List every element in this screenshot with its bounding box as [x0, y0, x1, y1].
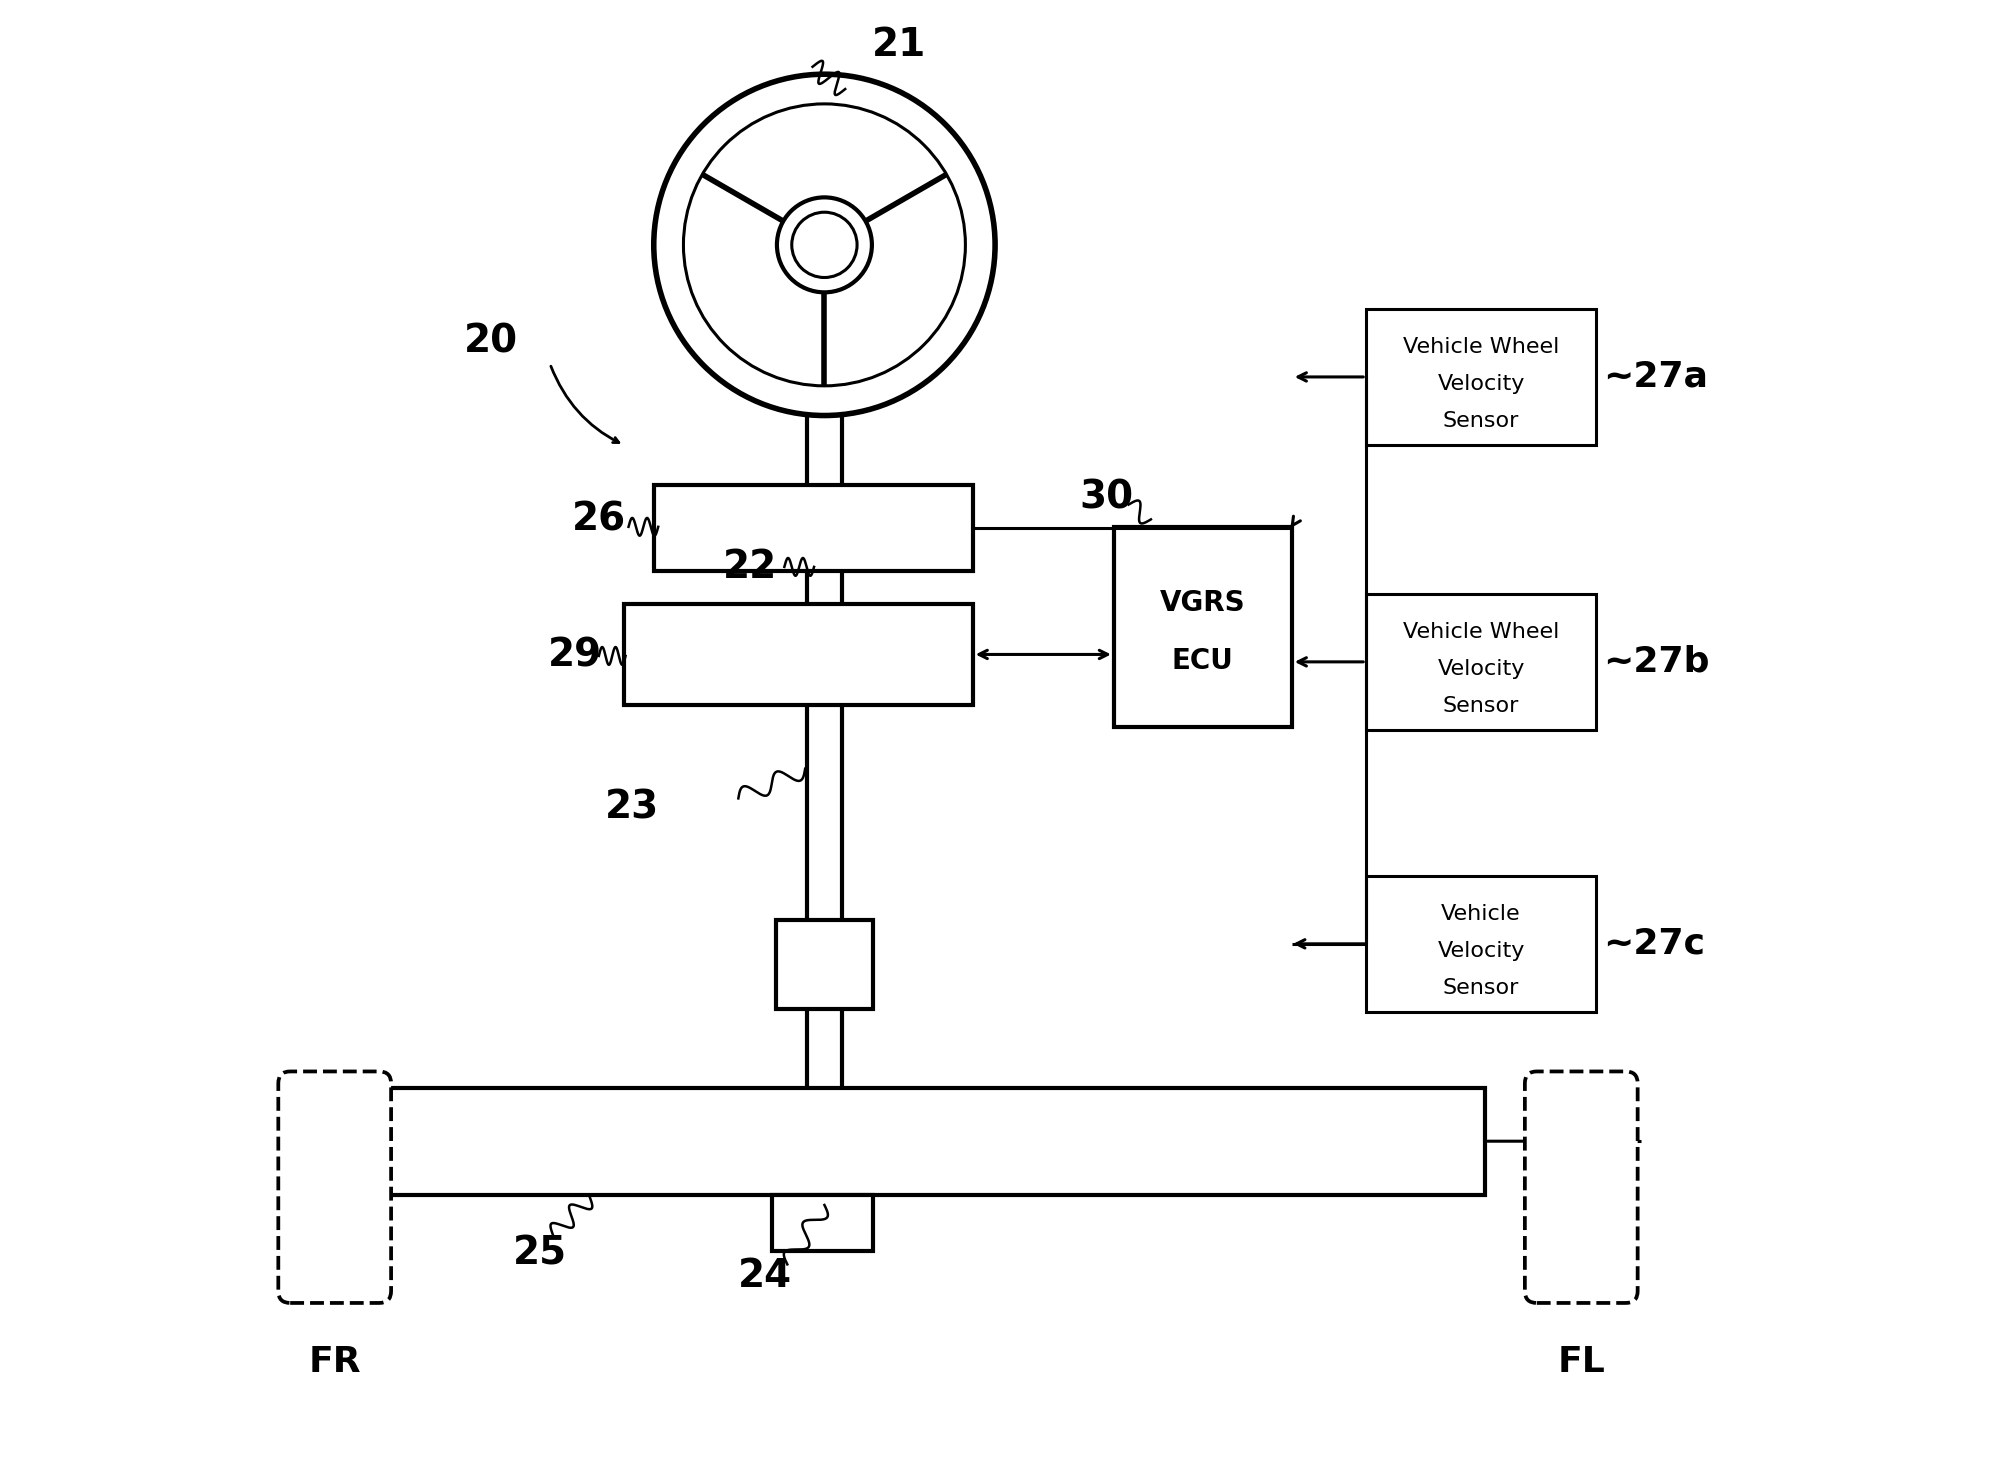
Bar [1115, 527, 1291, 727]
Text: Sensor: Sensor [1444, 696, 1520, 715]
Text: Sensor: Sensor [1444, 411, 1520, 430]
Text: 23: 23 [604, 788, 658, 827]
Text: 24: 24 [738, 1257, 792, 1296]
Bar [776, 920, 872, 1009]
Text: Vehicle: Vehicle [1442, 904, 1522, 923]
Text: ~27b: ~27b [1604, 646, 1710, 678]
Text: VGRS: VGRS [1161, 589, 1245, 617]
Circle shape [654, 74, 994, 416]
Text: FL: FL [1558, 1346, 1606, 1379]
Bar [624, 604, 972, 705]
Circle shape [792, 212, 856, 278]
Text: 26: 26 [571, 500, 626, 539]
Text: Velocity: Velocity [1438, 941, 1524, 960]
Circle shape [776, 197, 872, 292]
Text: 25: 25 [513, 1235, 567, 1273]
Bar [357, 1088, 1486, 1195]
Text: Vehicle Wheel: Vehicle Wheel [1404, 622, 1560, 641]
FancyBboxPatch shape [1526, 1071, 1638, 1303]
Bar [654, 485, 972, 571]
Text: Vehicle Wheel: Vehicle Wheel [1404, 337, 1560, 356]
Bar [1365, 309, 1596, 445]
Text: FR: FR [309, 1346, 361, 1379]
Text: 30: 30 [1079, 478, 1133, 516]
Text: Sensor: Sensor [1444, 978, 1520, 997]
FancyBboxPatch shape [279, 1071, 391, 1303]
Circle shape [684, 104, 964, 386]
Text: 29: 29 [547, 637, 602, 675]
Bar [1365, 594, 1596, 730]
Text: 21: 21 [872, 25, 926, 64]
Text: Velocity: Velocity [1438, 659, 1524, 678]
Text: Velocity: Velocity [1438, 374, 1524, 393]
Text: 22: 22 [724, 548, 778, 586]
Text: 20: 20 [463, 322, 517, 361]
Text: ~27c: ~27c [1604, 928, 1706, 960]
Text: ECU: ECU [1173, 647, 1233, 675]
Text: ~27a: ~27a [1604, 361, 1708, 393]
Bar [772, 1195, 874, 1251]
Bar [1365, 876, 1596, 1012]
